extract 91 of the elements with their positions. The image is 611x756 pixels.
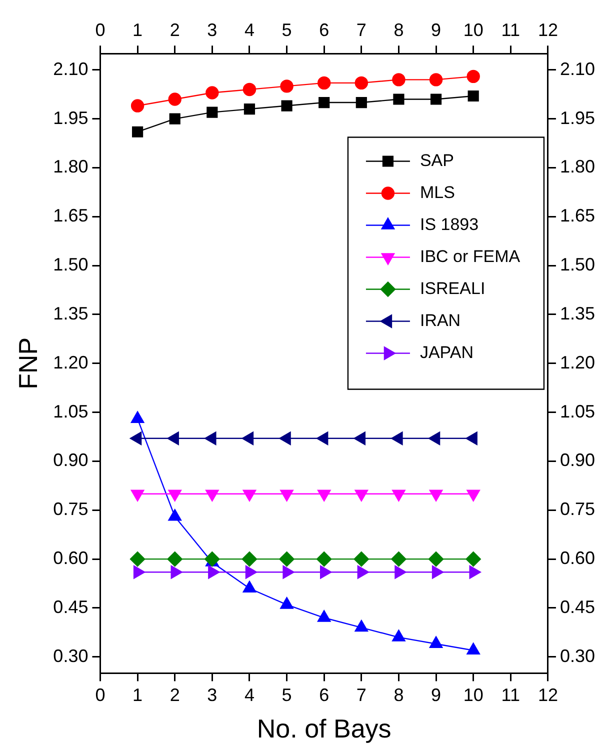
x2-tick-label: 5 <box>282 684 292 705</box>
x2-tick-label: 8 <box>394 684 404 705</box>
legend-label: MLS <box>420 182 455 202</box>
y2-tick-label: 1.05 <box>560 401 596 422</box>
x-tick-label: 7 <box>356 20 366 40</box>
y2-tick-label: 0.30 <box>560 646 596 666</box>
x2-tick-label: 12 <box>538 684 558 705</box>
x-tick-label: 8 <box>394 20 404 40</box>
point <box>168 92 182 106</box>
legend-label: JAPAN <box>420 342 474 362</box>
y2-tick-label: 1.35 <box>560 303 596 324</box>
point <box>429 73 443 86</box>
point <box>354 551 370 567</box>
point <box>279 551 294 567</box>
point <box>244 103 256 115</box>
point <box>354 76 368 90</box>
point <box>466 551 481 567</box>
y-tick-label: 0.90 <box>53 450 88 470</box>
y-tick-label: 0.75 <box>53 499 88 520</box>
point <box>393 94 404 105</box>
y2-tick-label: 1.50 <box>560 254 596 275</box>
y-tick-label: 1.80 <box>53 156 88 177</box>
point <box>167 551 182 567</box>
point <box>169 113 180 124</box>
point <box>132 126 144 138</box>
x-tick-label: 1 <box>132 20 143 40</box>
y-tick-label: 0.30 <box>53 646 88 666</box>
x-tick-label: 3 <box>207 20 218 40</box>
x2-tick-label: 6 <box>319 684 330 705</box>
point <box>130 99 144 112</box>
y-tick-label: 2.10 <box>53 58 88 79</box>
legend-label: ISREALI <box>420 278 486 298</box>
y2-tick-label: 0.90 <box>560 450 596 470</box>
x2-tick-label: 3 <box>207 684 218 705</box>
y-tick-label: 1.05 <box>53 401 88 422</box>
legend-label: IBC or FEMA <box>420 246 521 266</box>
x2-tick-label: 4 <box>244 684 254 705</box>
x2-tick-label: 2 <box>170 684 180 705</box>
point <box>392 73 406 86</box>
point <box>242 82 256 96</box>
point <box>430 94 442 105</box>
x-tick-label: 4 <box>244 20 254 40</box>
y-tick-label: 1.95 <box>53 108 88 128</box>
x2-tick-label: 11 <box>501 684 520 705</box>
point <box>391 551 406 567</box>
y-axis-title: FNP <box>12 337 43 390</box>
point <box>318 96 330 108</box>
point <box>130 551 146 567</box>
x-tick-label: 10 <box>463 20 484 40</box>
point <box>204 551 220 567</box>
y2-tick-label: 1.20 <box>560 352 596 372</box>
y-tick-label: 0.45 <box>53 596 88 617</box>
legend-label: IS 1893 <box>420 214 479 234</box>
y2-tick-label: 0.45 <box>560 596 596 617</box>
point <box>280 80 294 93</box>
point <box>316 551 332 567</box>
y-tick-label: 1.35 <box>53 303 88 324</box>
x2-tick-label: 1 <box>132 684 143 705</box>
point <box>428 551 444 567</box>
x2-tick-label: 7 <box>356 684 366 705</box>
x-tick-label: 6 <box>319 20 330 40</box>
point <box>206 106 218 118</box>
y-tick-label: 1.50 <box>53 254 88 275</box>
x-tick-label: 0 <box>95 20 106 40</box>
y-tick-label: 0.60 <box>53 548 88 568</box>
x2-tick-label: 0 <box>95 684 106 705</box>
x-axis-title: No. of Bays <box>256 714 392 744</box>
x2-tick-label: 9 <box>431 684 442 705</box>
legend-label: IRAN <box>420 310 461 330</box>
point <box>281 100 292 112</box>
point <box>468 90 479 102</box>
y2-tick-label: 0.60 <box>560 548 596 568</box>
point <box>356 96 367 108</box>
x-tick-label: 2 <box>170 20 180 40</box>
x-tick-label: 9 <box>431 20 442 40</box>
y2-tick-label: 1.95 <box>560 108 596 128</box>
point <box>242 551 258 567</box>
y2-tick-label: 0.75 <box>560 499 596 520</box>
y2-tick-label: 1.80 <box>560 156 596 177</box>
y2-tick-label: 1.65 <box>560 206 596 226</box>
x-tick-label: 12 <box>538 20 558 40</box>
x2-tick-label: 10 <box>463 684 484 705</box>
x-tick-label: 5 <box>282 20 292 40</box>
y-tick-label: 1.65 <box>53 206 88 226</box>
y2-tick-label: 2.10 <box>560 58 596 79</box>
x-tick-label: 11 <box>501 20 520 40</box>
legend-label: SAP <box>420 150 454 170</box>
point <box>318 76 331 90</box>
y-tick-label: 1.20 <box>53 352 88 372</box>
point <box>466 70 480 84</box>
point <box>206 86 219 100</box>
